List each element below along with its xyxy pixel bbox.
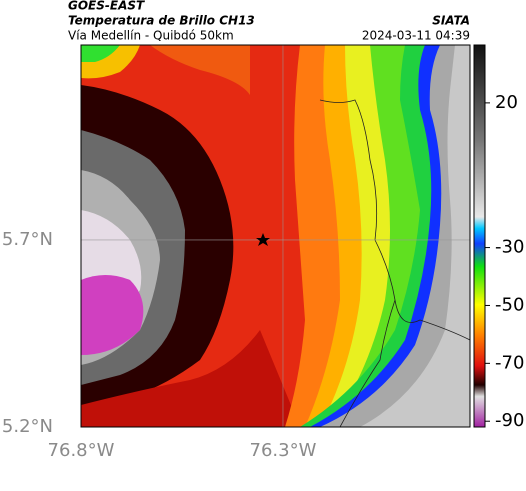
colorbar-tick-label: -70 bbox=[495, 352, 524, 373]
colorbar-tick-label: -90 bbox=[495, 410, 524, 431]
colorbar-tick-label: -50 bbox=[495, 294, 524, 315]
x-tick-label: 76.8°W bbox=[48, 440, 115, 461]
subtitle: Vía Medellín - Quibdó 50km bbox=[68, 29, 234, 43]
x-tick-label: 76.3°W bbox=[250, 440, 317, 461]
colorbar-ticks: 20 -30 -50 -70 -90 bbox=[485, 92, 524, 431]
timestamp: 2024-03-11 04:39 bbox=[362, 29, 470, 43]
location-marker bbox=[256, 233, 270, 246]
colorbar-tick-label: 20 bbox=[495, 92, 518, 113]
y-tick-label: 5.7°N bbox=[2, 229, 53, 250]
brightness-temperature-image bbox=[81, 45, 470, 427]
organization: SIATA bbox=[432, 14, 470, 28]
source: GOES-EAST bbox=[68, 0, 145, 13]
colorbar bbox=[473, 44, 486, 428]
title: Temperatura de Brillo CH13 bbox=[68, 14, 255, 28]
colorbar-tick-label: -30 bbox=[495, 237, 524, 258]
y-tick-label: 5.2°N bbox=[2, 416, 53, 437]
map-axes: 76.8°W 76.3°W 5.2°N 5.7°N bbox=[2, 45, 470, 461]
map-frame bbox=[80, 44, 471, 428]
